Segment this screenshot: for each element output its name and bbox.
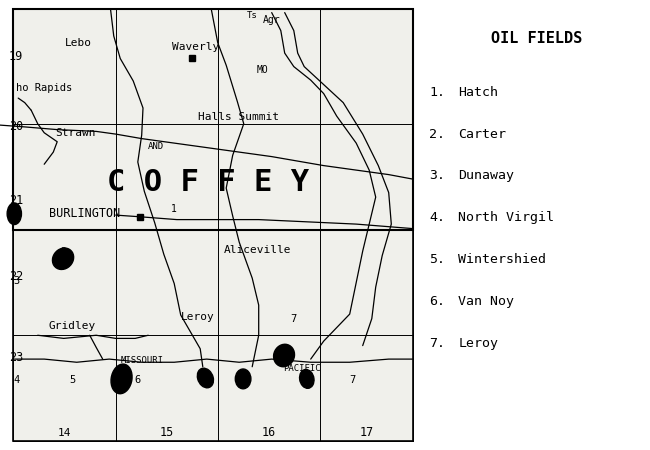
Text: Agr: Agr [263, 15, 281, 25]
Text: 6.: 6. [429, 295, 445, 308]
Text: MO: MO [257, 65, 268, 75]
Text: 6: 6 [135, 375, 141, 385]
Text: 5.: 5. [429, 253, 445, 266]
Text: 7: 7 [291, 315, 297, 324]
Text: 3.: 3. [429, 170, 445, 182]
Ellipse shape [274, 344, 294, 367]
Text: 22: 22 [9, 270, 23, 283]
Text: C O F F E Y: C O F F E Y [107, 168, 309, 197]
Text: AND: AND [148, 142, 164, 151]
Text: 16: 16 [261, 427, 276, 439]
Text: ho Rapids: ho Rapids [16, 83, 73, 93]
Text: 14: 14 [58, 428, 71, 438]
Text: 4: 4 [13, 375, 20, 385]
Text: Carter: Carter [458, 128, 506, 140]
Text: Aliceville: Aliceville [224, 245, 292, 255]
Text: Lebo: Lebo [65, 38, 92, 48]
Ellipse shape [7, 203, 21, 225]
Text: Halls Summit: Halls Summit [198, 112, 280, 122]
Text: 1: 1 [171, 204, 177, 214]
Text: 4.: 4. [429, 212, 445, 224]
Text: 5: 5 [70, 375, 76, 385]
Text: Van Noy: Van Noy [458, 295, 514, 308]
Text: 2.: 2. [429, 128, 445, 140]
Ellipse shape [111, 364, 132, 394]
Text: 7: 7 [349, 375, 356, 385]
Text: Hatch: Hatch [458, 86, 499, 99]
Text: Gridley: Gridley [49, 321, 96, 331]
Text: Leroy: Leroy [458, 337, 499, 350]
Text: 17: 17 [360, 427, 374, 439]
Text: Dunaway: Dunaway [458, 170, 514, 182]
Text: 1.: 1. [429, 86, 445, 99]
Text: Leroy: Leroy [181, 312, 214, 322]
Text: MISSOURI: MISSOURI [120, 356, 163, 365]
Ellipse shape [235, 369, 251, 389]
Text: OIL FIELDS: OIL FIELDS [491, 31, 582, 46]
Text: 20: 20 [9, 120, 23, 132]
Text: Wintershied: Wintershied [458, 253, 546, 266]
Text: Strawn: Strawn [55, 128, 96, 138]
Text: 2: 2 [60, 247, 67, 257]
Text: 21: 21 [9, 194, 23, 207]
Text: Ts: Ts [247, 11, 257, 20]
Text: BURLINGTON: BURLINGTON [49, 207, 120, 220]
Text: 7.: 7. [429, 337, 445, 350]
Text: 15: 15 [160, 427, 174, 439]
Text: North Virgil: North Virgil [458, 212, 554, 224]
Ellipse shape [300, 369, 314, 388]
Bar [13, 9, 413, 230]
Ellipse shape [53, 248, 73, 270]
Bar [13, 9, 413, 441]
Text: PACIFIC: PACIFIC [283, 364, 320, 373]
Text: 23: 23 [9, 351, 23, 364]
Text: Waverly: Waverly [172, 42, 220, 52]
Ellipse shape [198, 368, 213, 388]
Text: 3: 3 [13, 276, 20, 286]
Text: 19: 19 [9, 50, 23, 63]
